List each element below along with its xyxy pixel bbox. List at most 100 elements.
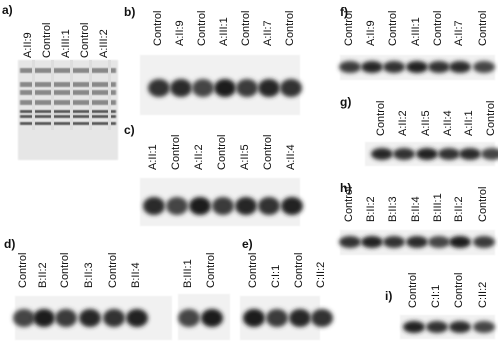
lane-gap	[51, 60, 54, 130]
lane-label: Control	[247, 253, 259, 288]
band	[170, 79, 192, 97]
panel: c) A:II:1 Control A:II:2 Control A:II:5 Contro…	[124, 123, 303, 226]
band	[258, 79, 280, 97]
panel-label: d)	[4, 237, 15, 251]
lane-label: A:II:5	[420, 110, 432, 136]
band	[339, 236, 361, 248]
lane-label: B:II:4	[410, 196, 422, 222]
lane-label: Control	[284, 11, 296, 46]
lane-label: A:II:9	[22, 32, 34, 58]
lane-label: C:II:2	[477, 282, 489, 308]
lane-label: B:II:2	[37, 262, 49, 288]
lane-label: Control	[387, 11, 399, 46]
lane-label: Control	[477, 187, 489, 222]
band	[235, 197, 257, 215]
panel: f)Control A:II:9 Control A:III:1 Control A:II…	[339, 5, 495, 80]
lane-label: A:III:2	[98, 29, 110, 58]
panel-label: e)	[242, 237, 253, 251]
band	[266, 309, 288, 327]
band	[473, 61, 495, 73]
lane-label: A:II:9	[365, 20, 377, 46]
lane-gap	[32, 60, 35, 130]
band	[371, 148, 393, 160]
band	[383, 236, 405, 248]
band	[289, 309, 311, 327]
band	[148, 79, 170, 97]
band	[212, 197, 234, 215]
band	[449, 321, 471, 333]
band	[178, 309, 200, 327]
band	[339, 61, 361, 73]
band	[473, 236, 495, 248]
lane-label: Control	[262, 135, 274, 170]
lane-label: Control	[17, 253, 29, 288]
lane-label: A:II:1	[463, 110, 475, 136]
band	[393, 148, 415, 160]
band	[459, 148, 481, 160]
band	[438, 148, 460, 160]
lane-label: Control	[216, 135, 228, 170]
lane-label: Control	[343, 11, 355, 46]
band	[201, 309, 223, 327]
band	[403, 321, 425, 333]
panel-label: c)	[124, 123, 135, 137]
lane-label: Control	[407, 273, 419, 308]
gel-band	[20, 90, 116, 95]
lane-label: B:II:3	[83, 262, 95, 288]
lane-label: A:III:1	[218, 17, 230, 46]
band	[361, 61, 383, 73]
band	[214, 79, 236, 97]
lane-label: Control	[432, 11, 444, 46]
lane-label: A:II:1	[147, 144, 159, 170]
panel-label: i)	[385, 289, 392, 303]
band	[33, 309, 55, 327]
lane-label: C:I:1	[270, 265, 282, 288]
lane-label: Control	[205, 253, 217, 288]
band	[281, 197, 303, 215]
lane-label: Control	[453, 273, 465, 308]
lane-label: B:II:2	[453, 196, 465, 222]
lane-label: Control	[477, 11, 489, 46]
band	[13, 309, 35, 327]
gel-band	[20, 68, 116, 73]
lane-label: Control	[196, 11, 208, 46]
band	[166, 197, 188, 215]
lane-label: Control	[79, 23, 91, 58]
lane-label: B:II:3	[387, 196, 399, 222]
lane-gap	[70, 60, 73, 130]
band	[426, 321, 448, 333]
lane-label: Control	[59, 253, 71, 288]
band	[406, 236, 428, 248]
lane-label: C:I:1	[430, 285, 442, 308]
band	[55, 309, 77, 327]
lane-label: Control	[170, 135, 182, 170]
lane-label: Control	[343, 187, 355, 222]
band	[243, 309, 265, 327]
lane-label: Control	[152, 11, 164, 46]
band	[428, 236, 450, 248]
band	[189, 197, 211, 215]
lane-label: B:III:1	[432, 193, 444, 222]
band	[79, 309, 101, 327]
band	[126, 309, 148, 327]
band	[311, 309, 333, 327]
band	[192, 79, 214, 97]
panel-label: f)	[340, 5, 348, 19]
lane-label: A:II:9	[174, 20, 186, 46]
lane-label: C:II:2	[315, 262, 327, 288]
lane-label: A:II:4	[285, 144, 297, 170]
panel: h)Control B:II:2 B:II:3 B:II:4 B:III:1 B:II:2…	[339, 181, 495, 255]
band	[236, 79, 258, 97]
lane-label: A:III:1	[60, 29, 72, 58]
lane-label: A:II:5	[239, 144, 251, 170]
lane-label: B:III:1	[182, 259, 194, 288]
lane-label: A:II:2	[193, 144, 205, 170]
panel: e) Control C:I:1 Control C:II:2	[240, 237, 333, 340]
gel-band	[20, 110, 116, 113]
gel-band	[20, 115, 116, 118]
panel: b) Control A:II:9 Control A:III:1 Control A:II…	[124, 5, 302, 115]
lane-label: Control	[485, 101, 497, 136]
band	[481, 148, 498, 160]
band	[143, 197, 165, 215]
